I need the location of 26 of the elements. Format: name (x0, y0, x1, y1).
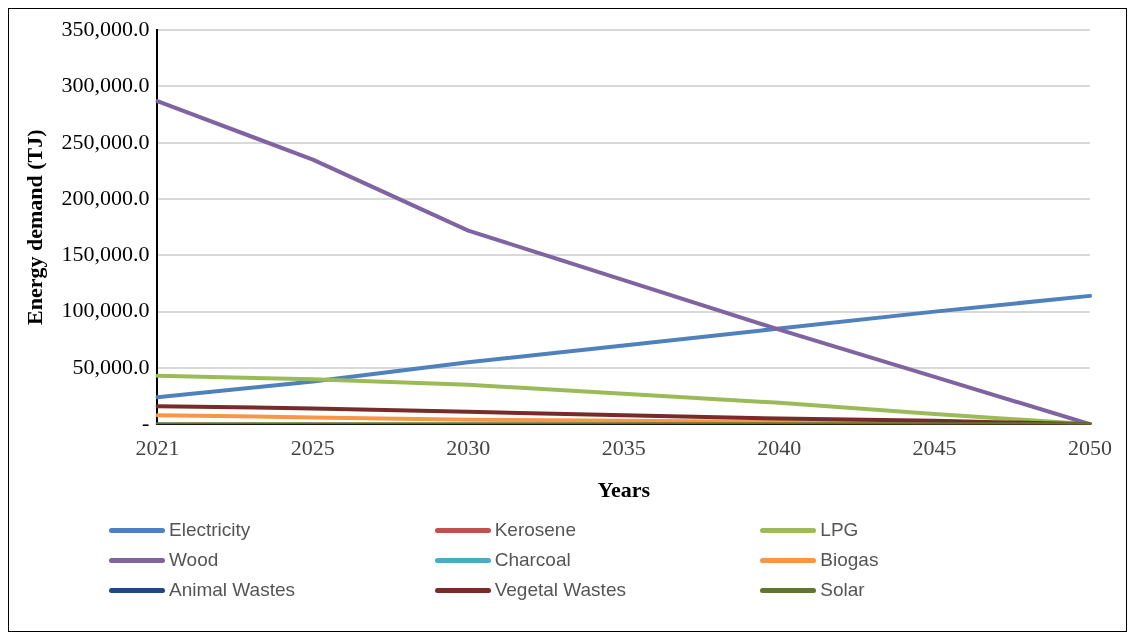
y-tick-label: 250,000.0 (61, 128, 150, 154)
y-tick-label: 200,000.0 (61, 184, 150, 210)
x-tick-label: 2025 (290, 435, 335, 461)
y-tick-label: 100,000.0 (61, 297, 150, 323)
y-tick-label: 350,000.0 (61, 15, 150, 41)
y-tick-label: - (142, 409, 150, 435)
x-tick-label: 2045 (912, 435, 957, 461)
y-axis-title: Energy demand (TJ) (21, 129, 47, 325)
x-axis-title: Years (597, 477, 651, 503)
legend-label: LPG (820, 519, 859, 541)
legend-label: Biogas (820, 549, 879, 571)
legend-label: Animal Wastes (169, 579, 295, 601)
y-tick-label: 50,000.0 (72, 353, 150, 379)
legend-label: Vegetal Wastes (494, 579, 626, 601)
x-tick-label: 2040 (757, 435, 802, 461)
y-tick-label: 300,000.0 (61, 72, 150, 98)
legend-label: Charcoal (494, 549, 571, 571)
legend-label: Kerosene (494, 519, 576, 541)
legend-label: Wood (169, 549, 219, 571)
x-tick-label: 2035 (601, 435, 646, 461)
x-tick-label: 2021 (135, 435, 180, 461)
y-tick-label: 150,000.0 (61, 241, 150, 267)
legend-label: Solar (820, 579, 865, 601)
x-tick-label: 2030 (446, 435, 491, 461)
legend-label: Electricity (169, 519, 251, 541)
x-tick-label: 2050 (1068, 435, 1112, 461)
